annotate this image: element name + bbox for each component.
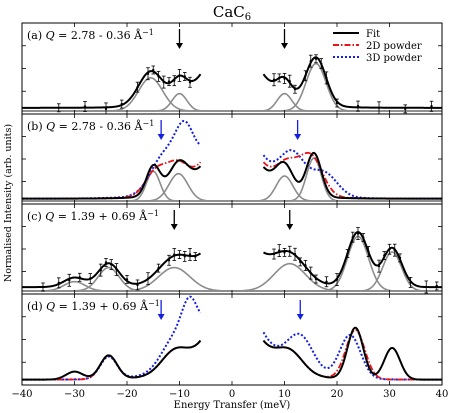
x-axis: −40 −30 −20 −10 0 10 20 30 40 xyxy=(11,389,448,400)
component-peak xyxy=(22,175,442,202)
plot-area xyxy=(22,119,442,202)
fit-curve xyxy=(22,56,442,109)
q-symbol: Q xyxy=(46,300,55,313)
x-tick-label: 0 xyxy=(229,389,235,400)
plot-area xyxy=(22,295,442,381)
panel-d: (d) Q = 1.39 + 0.69 Å−1 xyxy=(21,293,443,386)
component-peak xyxy=(22,251,442,292)
legend-label: 2D powder xyxy=(366,41,422,52)
q-unit-exponent: −1 xyxy=(143,119,155,128)
q-value: = 1.39 + 0.69 Å xyxy=(55,299,149,313)
q-symbol: Q xyxy=(46,120,55,133)
panel-letter: (c) xyxy=(27,210,45,223)
q-value: = 2.78 - 0.36 Å xyxy=(55,119,143,133)
peak-arrow-head xyxy=(157,134,165,140)
panel-label: (d) Q = 1.39 + 0.69 Å−1 xyxy=(27,299,160,313)
peak-arrow-head xyxy=(286,224,294,230)
q-value: = 2.78 - 0.36 Å xyxy=(55,28,143,42)
panel-c: (c) Q = 1.39 + 0.69 Å−1 xyxy=(21,203,443,295)
peak-arrow-head xyxy=(170,224,178,230)
panel-letter: (d) xyxy=(27,300,46,313)
component-peak xyxy=(22,62,442,112)
q-unit-exponent: −1 xyxy=(142,28,154,37)
x-tick-label: −20 xyxy=(116,389,137,400)
component-peak xyxy=(22,157,442,202)
chart-title: CaC6 xyxy=(213,3,251,23)
x-tick-label: −30 xyxy=(64,389,85,400)
x-tick-label: 30 xyxy=(383,389,396,400)
panel-letter: (b) xyxy=(27,120,46,133)
component-peak xyxy=(22,170,442,202)
x-tick-label: 40 xyxy=(436,389,449,400)
fit-curve xyxy=(22,151,442,200)
legend-label: Fit xyxy=(366,29,380,40)
x-tick-label: 10 xyxy=(278,389,291,400)
peak-arrow-head xyxy=(294,134,302,140)
peak-arrow-head xyxy=(176,43,183,49)
panel-label: (b) Q = 2.78 - 0.36 Å−1 xyxy=(27,119,154,133)
peak-arrow-head xyxy=(296,314,304,320)
panel-label: (a) Q = 2.78 - 0.36 Å−1 xyxy=(27,28,154,42)
component-peak xyxy=(22,77,442,112)
q-value: = 1.39 + 0.69 Å xyxy=(54,209,148,223)
fit-curve xyxy=(22,231,442,289)
panel-b: (b) Q = 2.78 - 0.36 Å−1 xyxy=(21,113,443,205)
peak-arrow-head xyxy=(281,43,288,49)
x-tick-label: −10 xyxy=(169,389,190,400)
panel-letter: (a) xyxy=(27,29,46,42)
q-unit-exponent: −1 xyxy=(147,209,159,218)
plot-area xyxy=(22,227,442,294)
q-unit-exponent: −1 xyxy=(148,299,160,308)
x-tick-label: 20 xyxy=(331,389,344,400)
powder-2d-curve xyxy=(22,151,442,200)
panel-a: (a) Q = 2.78 - 0.36 Å−1 xyxy=(21,22,443,115)
fit-curve xyxy=(22,326,442,381)
q-symbol: Q xyxy=(46,29,55,42)
panel-label: (c) Q = 1.39 + 0.69 Å−1 xyxy=(27,209,159,223)
x-axis-label: Energy Transfer (meV) xyxy=(174,400,291,411)
q-symbol: Q xyxy=(45,210,54,223)
legend-label: 3D powder xyxy=(366,53,422,64)
component-peak xyxy=(22,172,442,202)
peak-arrow-head xyxy=(157,314,165,320)
y-axis-label: Normalised Intensity (arb. units) xyxy=(3,124,14,282)
panels: (a) Q = 2.78 - 0.36 Å−1(b) Q = 2.78 - 0.… xyxy=(21,22,443,386)
x-tick-label: −40 xyxy=(11,389,32,400)
